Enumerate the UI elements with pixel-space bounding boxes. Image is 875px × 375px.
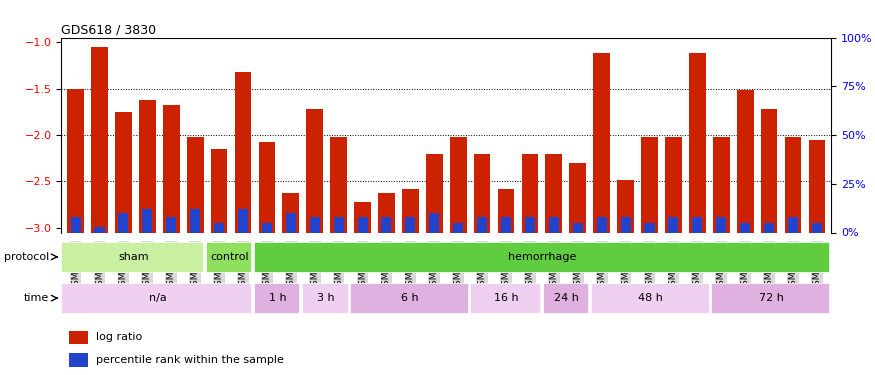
Bar — [283, 193, 299, 232]
Bar — [430, 213, 439, 232]
Bar — [477, 217, 487, 232]
Bar — [238, 209, 248, 232]
Bar — [808, 140, 825, 232]
Bar — [617, 180, 634, 232]
Bar — [570, 163, 586, 232]
Bar — [354, 202, 371, 232]
FancyBboxPatch shape — [61, 283, 251, 314]
Bar — [597, 217, 606, 232]
Bar — [211, 149, 228, 232]
Bar — [118, 213, 129, 232]
Bar — [692, 217, 703, 232]
FancyBboxPatch shape — [591, 283, 709, 314]
Bar — [549, 217, 559, 232]
Bar — [760, 109, 778, 232]
Bar — [573, 223, 583, 232]
FancyBboxPatch shape — [61, 242, 203, 272]
Text: control: control — [210, 252, 249, 262]
FancyBboxPatch shape — [711, 283, 829, 314]
Bar — [139, 100, 156, 232]
Text: 48 h: 48 h — [639, 293, 663, 303]
Bar — [522, 154, 538, 232]
Bar — [498, 189, 514, 232]
Bar — [214, 223, 224, 232]
Bar — [450, 137, 466, 232]
Bar — [453, 223, 463, 232]
Text: 1 h: 1 h — [269, 293, 287, 303]
Bar — [668, 217, 678, 232]
Bar — [402, 189, 419, 232]
Bar — [593, 53, 610, 232]
Bar — [740, 223, 750, 232]
Bar — [501, 217, 511, 232]
Bar — [785, 137, 802, 232]
Bar — [258, 142, 276, 232]
Text: 16 h: 16 h — [494, 293, 519, 303]
Bar — [69, 331, 88, 344]
Bar — [306, 109, 323, 232]
Bar — [330, 137, 347, 232]
Text: hemorrhage: hemorrhage — [508, 252, 577, 262]
FancyBboxPatch shape — [350, 283, 468, 314]
Bar — [333, 217, 344, 232]
FancyBboxPatch shape — [206, 242, 251, 272]
Text: percentile rank within the sample: percentile rank within the sample — [96, 355, 284, 365]
Bar — [426, 154, 443, 232]
Bar — [812, 223, 822, 232]
Bar — [645, 223, 654, 232]
Text: GDS618 / 3830: GDS618 / 3830 — [61, 23, 157, 36]
Text: n/a: n/a — [149, 293, 166, 303]
Bar — [190, 209, 200, 232]
Bar — [94, 226, 104, 232]
Bar — [378, 193, 395, 232]
Bar — [71, 217, 80, 232]
Text: 3 h: 3 h — [317, 293, 335, 303]
Bar — [115, 112, 132, 232]
Bar — [525, 217, 535, 232]
FancyBboxPatch shape — [542, 283, 588, 314]
Bar — [358, 217, 368, 232]
Text: 24 h: 24 h — [554, 293, 579, 303]
Text: log ratio: log ratio — [96, 333, 142, 342]
Bar — [69, 353, 88, 367]
Bar — [67, 88, 84, 232]
Bar — [737, 90, 753, 232]
Bar — [186, 137, 204, 232]
Bar — [382, 217, 391, 232]
Bar — [166, 217, 176, 232]
Text: 6 h: 6 h — [402, 293, 419, 303]
Bar — [163, 105, 179, 232]
Bar — [143, 209, 152, 232]
Bar — [689, 53, 706, 232]
Text: time: time — [24, 293, 49, 303]
Bar — [620, 217, 631, 232]
Bar — [310, 217, 319, 232]
Text: sham: sham — [118, 252, 149, 262]
Bar — [788, 217, 798, 232]
FancyBboxPatch shape — [302, 283, 347, 314]
Bar — [405, 217, 416, 232]
Bar — [713, 137, 730, 232]
FancyBboxPatch shape — [254, 242, 829, 272]
Text: 72 h: 72 h — [759, 293, 783, 303]
Bar — [91, 47, 108, 232]
Text: protocol: protocol — [4, 252, 49, 262]
Bar — [234, 72, 251, 232]
Bar — [262, 223, 272, 232]
Bar — [286, 213, 296, 232]
FancyBboxPatch shape — [471, 283, 540, 314]
Bar — [473, 154, 491, 232]
Bar — [665, 137, 682, 232]
Bar — [717, 217, 726, 232]
FancyBboxPatch shape — [254, 283, 299, 314]
Bar — [764, 223, 774, 232]
Bar — [545, 154, 563, 232]
Bar — [641, 137, 658, 232]
